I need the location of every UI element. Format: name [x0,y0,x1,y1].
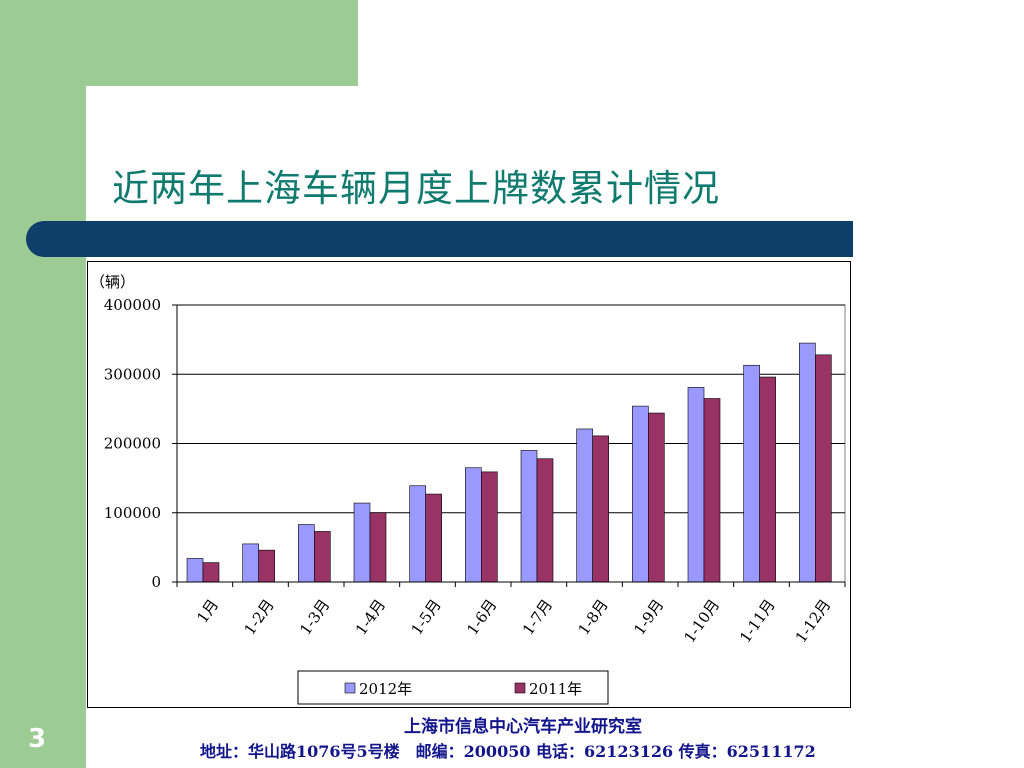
green-left-strip [0,0,86,768]
bar-2012年-1-8月 [576,428,593,583]
legend: 2012年 2011年 [297,670,609,705]
x-tick-label: 1-4月 [352,596,389,638]
bar-2011年-1-11月 [759,376,776,583]
bar-2011年-1-6月 [481,471,498,583]
bar-2012年-1-7月 [520,450,538,583]
x-tick-label: 1-12月 [792,596,835,646]
x-tick-label: 1-9月 [630,596,667,638]
bar-2012年-1-5月 [409,485,426,583]
bar-2011年-1-12月 [815,354,832,583]
y-tick-labels: 0 100000 200000 300000 400000 [104,296,161,591]
bar-2012年-1-2月 [242,543,259,583]
bar-2011年-1月 [202,562,220,583]
axes [172,304,846,587]
x-tick-label: 1-2月 [241,596,278,638]
x-tick-label: 1-6月 [463,596,500,638]
bar-2011年-1-4月 [369,512,387,583]
x-tick-label: 1月 [193,596,222,626]
bar-2011年-1-5月 [425,493,442,583]
bar-2012年-1-12月 [799,342,816,583]
gridlines [177,304,845,514]
x-tick-label: 1-8月 [575,596,612,638]
y-tick-label: 200000 [104,435,161,453]
bar-2011年-1-2月 [258,549,275,583]
bars [186,342,832,583]
footer-address: 地址：华山路1076号5号楼 邮编：200050 电话：62123126 传真：… [200,742,816,761]
page-number: 3 [28,724,47,754]
bar-2011年-1-8月 [592,435,609,583]
bar-chart: （辆） 0 100000 200000 300000 400000 1月 1-2月 1-3月… [90,273,846,705]
bar-2012年-1-10月 [687,387,705,583]
x-tick-label: 1-5月 [408,596,445,638]
bar-2011年-1-7月 [536,458,554,583]
x-tick-label: 1-11月 [736,596,779,646]
y-tick-label: 0 [151,573,161,591]
bar-2012年-1-6月 [465,467,482,583]
bar-2012年-1-3月 [298,524,315,583]
legend-label-2012: 2012年 [359,680,412,698]
bar-2012年-1-4月 [353,502,371,583]
x-tick-label: 1-10月 [680,596,723,646]
x-tick-labels: 1月 1-2月 1-3月 1-4月 1-5月 1-6月 1-7月 1-8月 1-9月 1-10月 1… [193,596,834,646]
title-underline-bar [26,221,853,257]
y-tick-label: 300000 [104,365,161,383]
legend-label-2011: 2011年 [529,680,582,698]
bar-2012年-1-11月 [743,364,760,583]
y-axis-unit-label: （辆） [90,273,135,291]
bar-2012年-1月 [186,558,204,583]
y-tick-label: 100000 [104,504,161,522]
y-tick-label: 400000 [104,296,161,314]
x-tick-label: 1-3月 [296,596,333,638]
footer-organization: 上海市信息中心汽车产业研究室 [404,717,642,737]
bar-2011年-1-9月 [648,412,665,583]
bar-2011年-1-10月 [703,398,721,583]
legend-swatch-2012 [344,682,356,694]
x-tick-label: 1-7月 [519,596,556,638]
legend-swatch-2011 [514,682,526,694]
bar-2012年-1-9月 [632,405,649,583]
slide-title: 近两年上海车辆月度上牌数累计情况 [112,167,720,210]
bar-2011年-1-3月 [314,531,331,583]
